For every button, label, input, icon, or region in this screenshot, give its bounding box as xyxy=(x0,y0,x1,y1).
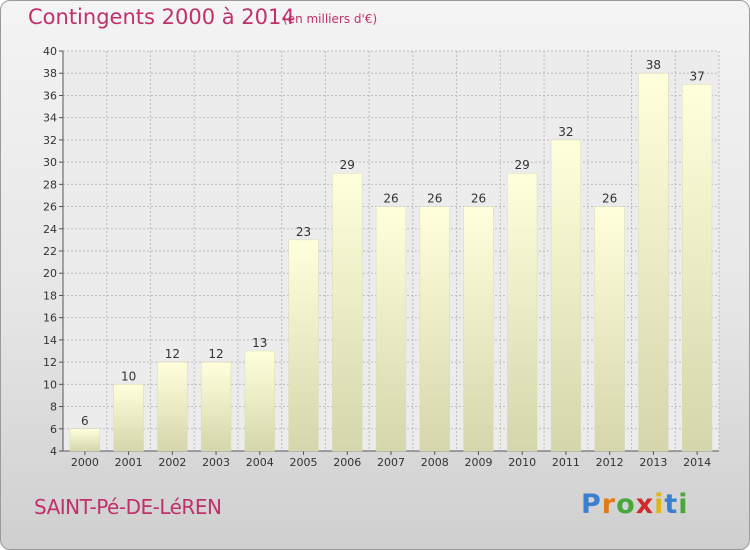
bar xyxy=(113,384,144,452)
x-tick-label: 2003 xyxy=(202,456,230,469)
y-tick-label: 12 xyxy=(43,356,57,369)
bar-value-label: 12 xyxy=(165,347,180,361)
y-tick-label: 16 xyxy=(43,312,57,325)
bar xyxy=(550,139,582,452)
bar xyxy=(507,172,538,452)
y-tick-label: 20 xyxy=(43,267,57,280)
x-tick-label: 2007 xyxy=(377,456,405,469)
bar-value-label: 26 xyxy=(471,192,486,206)
y-tick-label: 32 xyxy=(43,134,57,147)
y-tick-label: 14 xyxy=(43,334,57,347)
y-tick-label: 6 xyxy=(50,423,57,436)
y-tick-label: 38 xyxy=(43,67,57,80)
x-tick-label: 2004 xyxy=(246,456,274,469)
bar-value-label: 26 xyxy=(427,192,442,206)
bar xyxy=(594,206,625,452)
bar-value-label: 32 xyxy=(558,125,573,139)
bar-value-label: 10 xyxy=(121,369,136,383)
x-tick-label: 2008 xyxy=(421,456,449,469)
x-tick-label: 2001 xyxy=(115,456,143,469)
bar xyxy=(463,206,494,452)
y-tick-label: 40 xyxy=(43,45,57,58)
bar-value-label: 13 xyxy=(252,336,267,350)
y-tick-label: 28 xyxy=(43,178,57,191)
bar-value-label: 38 xyxy=(646,58,661,72)
bar-value-label: 37 xyxy=(689,69,704,83)
y-tick-label: 10 xyxy=(43,378,57,391)
bar xyxy=(288,239,319,452)
x-tick-label: 2006 xyxy=(333,456,361,469)
bars xyxy=(69,72,713,452)
y-tick-label: 22 xyxy=(43,245,57,258)
bar xyxy=(69,428,100,452)
bar xyxy=(332,172,363,452)
bar-value-label: 12 xyxy=(208,347,223,361)
logo-letter: o xyxy=(616,489,636,520)
x-tick-label: 2009 xyxy=(464,456,492,469)
proxiti-logo: Proxiti xyxy=(581,489,689,520)
chart-subtitle: (en milliers d'€) xyxy=(283,12,378,26)
bar xyxy=(638,72,669,452)
y-tick-label: 18 xyxy=(43,289,57,302)
x-tick-label: 2005 xyxy=(290,456,318,469)
x-tick-label: 2010 xyxy=(508,456,536,469)
bar-value-label: 26 xyxy=(383,192,398,206)
chart-title: Contingents 2000 à 2014 xyxy=(28,5,295,29)
y-tick-label: 4 xyxy=(50,445,57,458)
labels: 6 10 12 12 13 23 29 26 26 26 29 32 26 38 37 xyxy=(81,58,705,428)
x-tick-label: 2011 xyxy=(552,456,580,469)
bar-value-label: 29 xyxy=(340,158,355,172)
bar xyxy=(157,361,188,452)
bar xyxy=(200,361,232,452)
logo-letter: P xyxy=(581,489,602,520)
bar-value-label: 26 xyxy=(602,192,617,206)
y-tick-label: 26 xyxy=(43,201,57,214)
bar-value-label: 6 xyxy=(81,414,89,428)
bar xyxy=(682,84,713,452)
logo-letter: t xyxy=(664,489,679,520)
commune-name: SAINT-Pé-DE-LéREN xyxy=(34,495,222,519)
x-tick-label: 2002 xyxy=(158,456,186,469)
y-tick-label: 34 xyxy=(43,112,57,125)
logo-letter: i xyxy=(678,489,689,520)
y-tick-label: 30 xyxy=(43,156,57,169)
y-tick-label: 36 xyxy=(43,89,57,102)
logo-letter: r xyxy=(601,489,617,520)
bar-value-label: 23 xyxy=(296,225,311,239)
bar xyxy=(375,206,407,452)
bar xyxy=(419,206,450,452)
x-tick-label: 2012 xyxy=(596,456,624,469)
y-tick-label: 8 xyxy=(50,401,57,414)
bar-value-label: 29 xyxy=(515,158,530,172)
x-tick-label: 2000 xyxy=(71,456,99,469)
logo-letter: x xyxy=(635,489,655,520)
x-tick-label: 2013 xyxy=(639,456,667,469)
bar xyxy=(244,350,275,452)
x-tick-label: 2014 xyxy=(683,456,711,469)
axes: 4 6 8 10 12 14 16 18 20 22 24 26 28 30 32 34 36 38 40 2000 2… xyxy=(43,45,719,469)
logo-letter: i xyxy=(654,489,665,520)
y-tick-label: 24 xyxy=(43,223,57,236)
